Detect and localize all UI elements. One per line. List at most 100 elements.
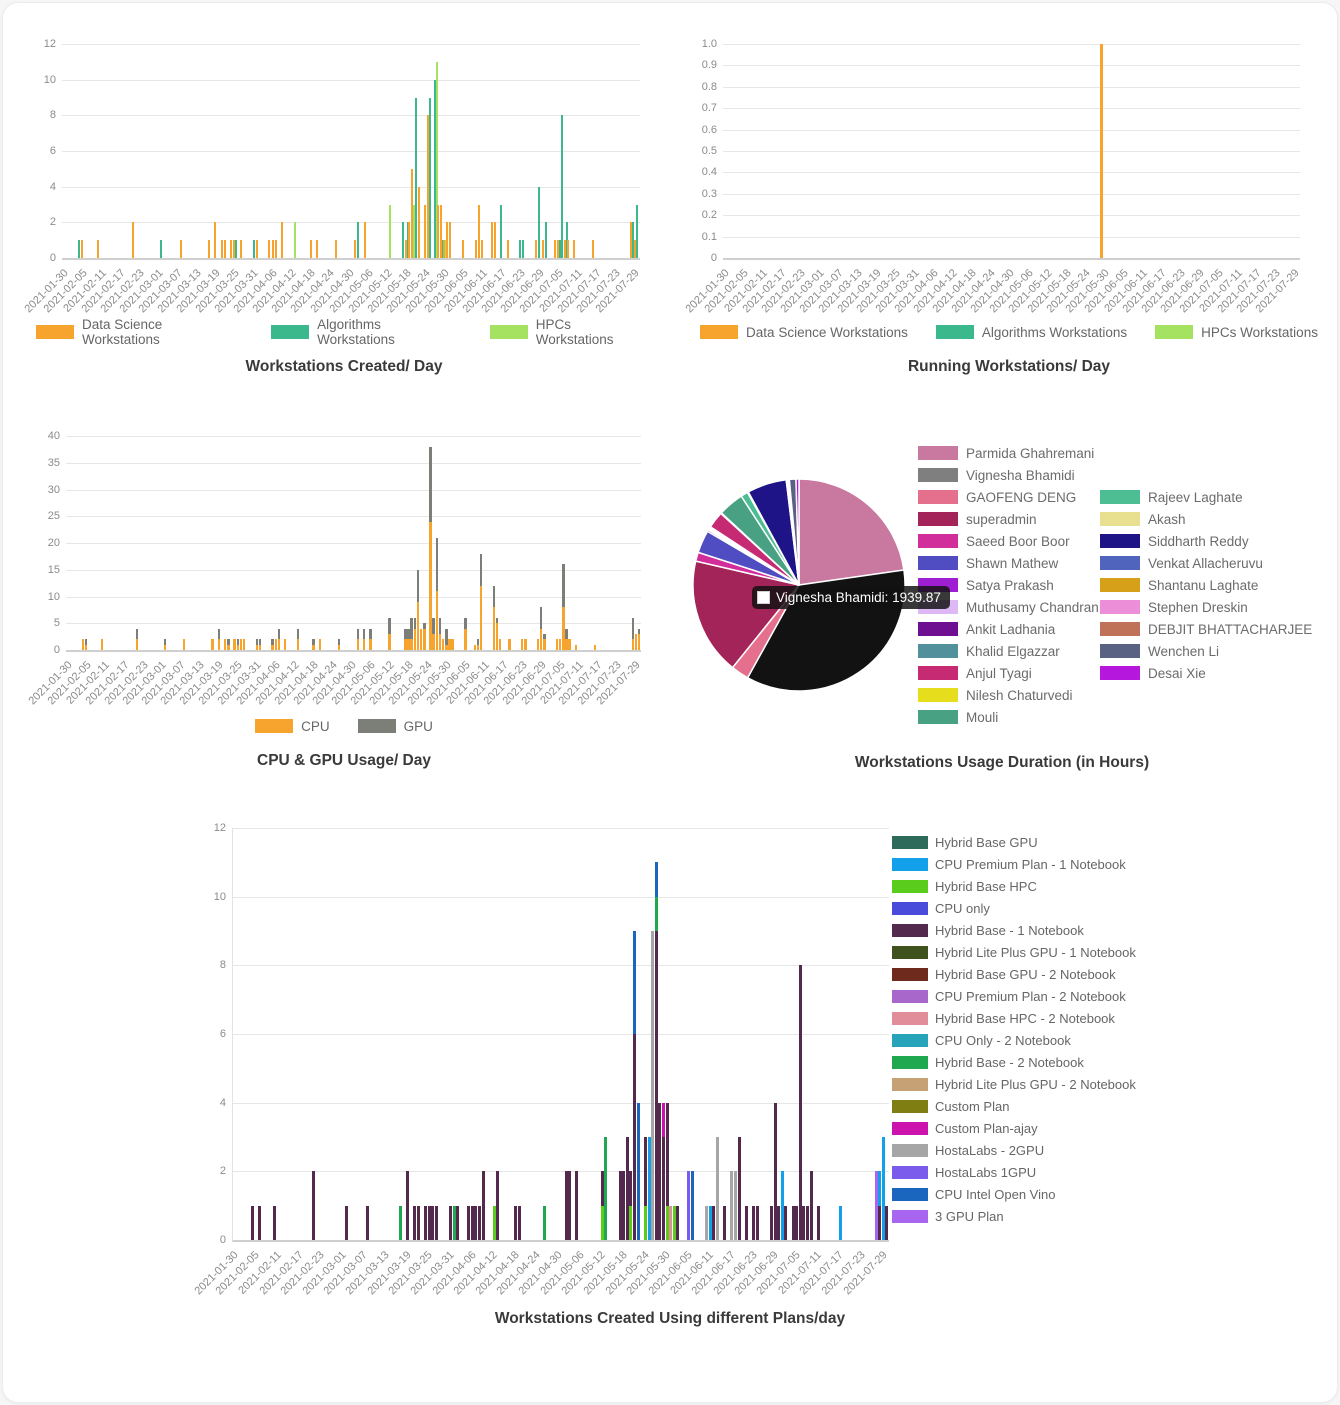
bar-segment (492, 585, 495, 608)
legend-item-cpu-only-2-notebook[interactable]: CPU Only - 2 Notebook (892, 1033, 1136, 1048)
legend-label: Hybrid Base - 1 Notebook (935, 923, 1084, 938)
workstations-created-plot-area[interactable] (62, 44, 640, 260)
legend-label: DEBJIT BHATTACHARJEE (1148, 621, 1313, 637)
legend-swatch-icon (700, 325, 739, 339)
legend-item-cpu-premium-plan-1-notebook[interactable]: CPU Premium Plan - 1 Notebook (892, 857, 1136, 872)
legend-item-akash[interactable]: Akash (1100, 512, 1312, 527)
bar-segment (604, 1137, 608, 1240)
legend-item-gpu[interactable]: GPU (357, 718, 433, 734)
gridline (62, 222, 640, 224)
legend-item-hybrid-base-2-notebook[interactable]: Hybrid Base - 2 Notebook (892, 1055, 1136, 1070)
bar-segment (575, 1171, 579, 1240)
legend-item-hpcs-workstations[interactable]: HPCs Workstations (489, 317, 652, 347)
bar-segment (312, 639, 315, 645)
legend-item-superadmin[interactable]: superadmin (918, 512, 1099, 527)
bar-segment (543, 633, 546, 640)
legend-item-data-science-workstations[interactable]: Data Science Workstations (36, 317, 243, 347)
legend-item-parmida-ghahremani[interactable]: Parmida Ghahremani (918, 446, 1099, 461)
legend-item-custom-plan[interactable]: Custom Plan (892, 1099, 1136, 1114)
bar-segment (274, 639, 278, 650)
legend-item-siddharth-reddy[interactable]: Siddharth Reddy (1100, 534, 1312, 549)
bar-segment (600, 1205, 604, 1240)
legend-item-cpu[interactable]: CPU (255, 718, 330, 734)
legend-swatch-icon (892, 880, 928, 893)
bar-segment (163, 644, 167, 650)
gridline (62, 151, 640, 152)
legend-item-algorithms-workstations[interactable]: Algorithms Workstations (935, 324, 1127, 340)
bar-segment (467, 1205, 471, 1240)
legend-item-cpu-only[interactable]: CPU only (892, 901, 1136, 916)
legend-item-hybrid-base-hpc[interactable]: Hybrid Base HPC (892, 879, 1136, 894)
bar-segment (449, 1205, 453, 1240)
bar (357, 222, 360, 258)
legend-item-cpu-intel-open-vino[interactable]: CPU Intel Open Vino (892, 1187, 1136, 1202)
bar-segment (479, 585, 483, 650)
legend-item-custom-plan-ajay[interactable]: Custom Plan-ajay (892, 1121, 1136, 1136)
legend-item-anjul-tyagi[interactable]: Anjul Tyagi (918, 666, 1099, 681)
bar (96, 240, 99, 258)
running-workstations-plot-area[interactable] (723, 44, 1300, 260)
bar-segment (661, 1137, 665, 1240)
pie-slice-desai-xie[interactable] (795, 478, 800, 586)
legend-item-vignesha-bhamidi[interactable]: Vignesha Bhamidi (918, 468, 1099, 483)
bar (519, 240, 522, 258)
bar (557, 240, 560, 258)
bar-segment (404, 639, 407, 650)
legend-item-hybrid-base-gpu[interactable]: Hybrid Base GPU (892, 835, 1136, 850)
bar-segment (885, 1205, 889, 1240)
legend-item-khalid-elgazzar[interactable]: Khalid Elgazzar (918, 644, 1099, 659)
bar-segment (708, 1205, 712, 1240)
bar (433, 79, 436, 258)
legend-item-nilesh-chaturvedi[interactable]: Nilesh Chaturvedi (918, 688, 1099, 703)
legend-item-hybrid-lite-plus-gpu-2-notebook[interactable]: Hybrid Lite Plus GPU - 2 Notebook (892, 1077, 1136, 1092)
legend-item-hybrid-base-gpu-2-notebook[interactable]: Hybrid Base GPU - 2 Notebook (892, 967, 1136, 982)
bar-segment (478, 1205, 482, 1240)
bar-segment (431, 1205, 435, 1240)
legend-item-data-science-workstations[interactable]: Data Science Workstations (700, 324, 908, 340)
bar-segment (643, 1137, 647, 1206)
legend-item-hybrid-base-1-notebook[interactable]: Hybrid Base - 1 Notebook (892, 923, 1136, 938)
legend-item-desai-xie[interactable]: Desai Xie (1100, 666, 1312, 681)
bar (449, 222, 452, 258)
bar-segment (337, 644, 341, 650)
legend-swatch-icon (489, 325, 528, 339)
bar-segment (625, 1137, 629, 1240)
plans-plot-area[interactable] (232, 828, 889, 1242)
legend-item-shawn-mathew[interactable]: Shawn Mathew (918, 556, 1099, 571)
legend-swatch-icon (271, 325, 310, 339)
usage-duration-pie[interactable] (690, 476, 908, 694)
bar-segment (135, 639, 138, 650)
gridline (66, 596, 641, 598)
legend-item-hostalabs-1gpu[interactable]: HostaLabs 1GPU (892, 1165, 1136, 1180)
legend-item-debjit-bhattacharjee[interactable]: DEBJIT BHATTACHARJEE (1100, 621, 1313, 637)
bar (565, 222, 568, 258)
legend-item-cpu-premium-plan-2-notebook[interactable]: CPU Premium Plan - 2 Notebook (892, 989, 1136, 1004)
bar-segment (258, 639, 262, 645)
bar-segment (398, 1205, 402, 1240)
legend-item-hostalabs-2gpu[interactable]: HostaLabs - 2GPU (892, 1143, 1136, 1158)
running-workstations-legend: Data Science Workstations Algorithms Work… (688, 324, 1330, 340)
bar-segment (435, 537, 439, 592)
legend-item-hpcs-workstations[interactable]: HPCs Workstations (1155, 324, 1318, 340)
legend-item-gaofeng-deng[interactable]: GAOFENG DENG (918, 490, 1099, 505)
bar (427, 115, 430, 258)
legend-item-algorithms-workstations[interactable]: Algorithms Workstations (271, 317, 462, 347)
legend-item-hybrid-base-hpc-2-notebook[interactable]: Hybrid Base HPC - 2 Notebook (892, 1011, 1136, 1026)
legend-swatch-icon (1100, 622, 1140, 636)
legend-item-venkat-allacheruvu[interactable]: Venkat Allacheruvu (1100, 556, 1312, 571)
legend-item-ankit-ladhania[interactable]: Ankit Ladhania (918, 622, 1099, 637)
pie-slice-parmida-ghahremani[interactable] (798, 478, 905, 586)
legend-item-mouli[interactable]: Mouli (918, 710, 1099, 725)
legend-item-stephen-dreskin[interactable]: Stephen Dreskin (1100, 600, 1312, 615)
bar-segment (419, 628, 423, 650)
legend-item-saeed-boor-boor[interactable]: Saeed Boor Boor (918, 534, 1099, 549)
legend-item-hybrid-lite-plus-gpu-1-notebook[interactable]: Hybrid Lite Plus GPU - 1 Notebook (892, 945, 1136, 960)
bar (445, 240, 448, 258)
legend-item-wenchen-li[interactable]: Wenchen Li (1100, 644, 1312, 659)
legend-item-shantanu-laghate[interactable]: Shantanu Laghate (1100, 578, 1312, 593)
legend-item-rajeev-laghate[interactable]: Rajeev Laghate (1100, 490, 1312, 505)
bar-segment (251, 1205, 255, 1240)
bar-segment (344, 1205, 348, 1240)
cpu-gpu-plot-area[interactable] (66, 436, 641, 652)
legend-item-3-gpu-plan[interactable]: 3 GPU Plan (892, 1209, 1136, 1224)
